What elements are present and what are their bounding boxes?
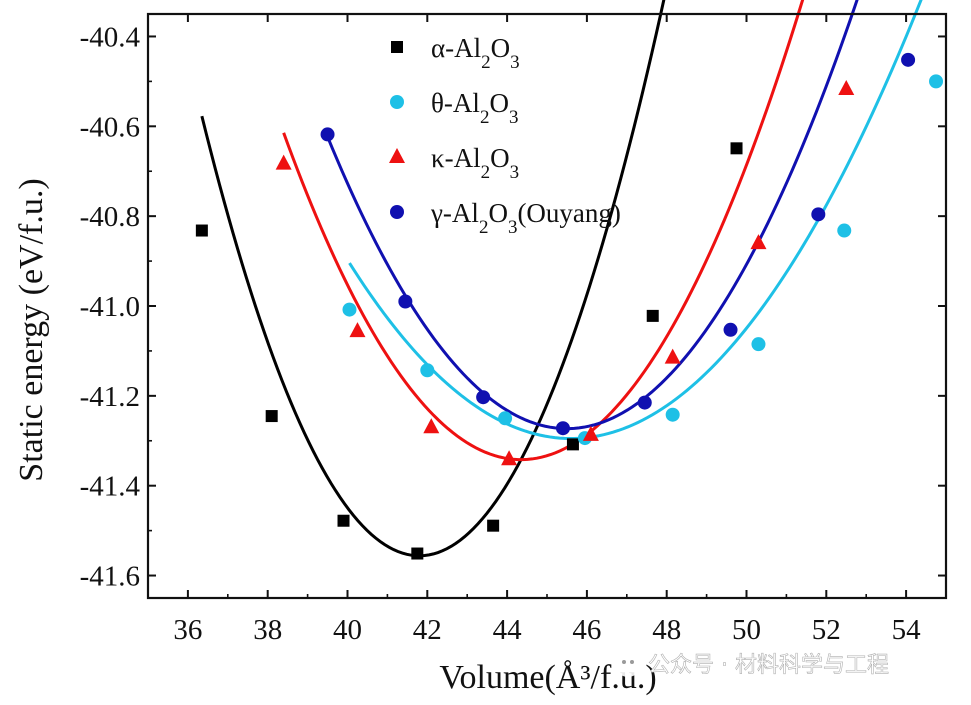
fit-curve-series-2: [282, 0, 805, 462]
y-axis-title: Static energy (eV/f.u.): [13, 178, 50, 481]
x-tick-label: 38: [253, 614, 282, 646]
data-point-series-2: [750, 234, 767, 250]
data-point-series-3: [811, 207, 826, 222]
y-tick-label: -41.6: [80, 561, 140, 593]
legend-entry-2: κ-Al2O3: [389, 143, 519, 183]
data-point-series-1: [342, 302, 357, 317]
plot-frame: [146, 12, 948, 600]
y-tick-label: -40.8: [80, 201, 140, 233]
data-point-series-0: [487, 519, 500, 532]
legend-marker-1: [390, 95, 404, 109]
x-tick-label: 48: [652, 614, 681, 646]
data-point-series-0: [730, 142, 743, 155]
x-tick-label: 54: [892, 614, 922, 646]
axes: [146, 12, 948, 600]
data-point-series-3: [637, 395, 652, 410]
data-point-series-2: [838, 80, 855, 96]
wechat-icon: [615, 651, 641, 677]
data-point-series-1: [420, 363, 435, 378]
marker-group-series-0: [195, 142, 743, 560]
legend-marker-2: [389, 148, 405, 163]
marker-group-series-2: [275, 80, 855, 466]
data-point-series-1: [665, 407, 680, 422]
legend-entry-0: α-Al2O3: [391, 33, 520, 73]
legend: α-Al2O3 θ-Al2O3 κ-Al2O3 γ-Al2O3(Ouyang): [389, 33, 621, 238]
data-point-series-3: [398, 294, 413, 309]
data-point-series-0: [646, 309, 659, 322]
data-point-series-1: [751, 337, 766, 352]
y-tick-label: -40.6: [80, 111, 140, 143]
data-point-series-2: [664, 348, 681, 364]
watermark: 公众号 · 材料科学与工程: [615, 651, 889, 678]
watermark-text: 公众号 · 材料科学与工程: [648, 653, 889, 678]
data-point-series-1: [837, 223, 852, 238]
marker-group-series-1: [342, 74, 944, 446]
marker-group-series-3: [320, 52, 916, 436]
data-point-series-2: [349, 322, 366, 338]
data-point-series-3: [476, 390, 491, 405]
data-point-series-0: [411, 547, 424, 560]
data-point-series-0: [337, 514, 350, 527]
x-tick-label: 50: [732, 614, 761, 646]
fit-curve-series-1: [348, 0, 923, 441]
y-tick-label: -40.4: [80, 21, 141, 53]
data-point-series-3: [901, 52, 916, 67]
data-point-series-3: [320, 127, 335, 142]
ticks: 36 38 40 42 44 46 48 50 52 54 -40.4 -40.6 -40.8 -41.0…: [80, 14, 947, 646]
x-tick-label: 40: [333, 614, 362, 646]
x-tick-label: 36: [173, 614, 202, 646]
x-tick-label: 46: [572, 614, 601, 646]
legend-entry-1: θ-Al2O3: [390, 88, 518, 128]
legend-label-1: θ-Al2O3: [431, 88, 518, 128]
data-point-series-2: [275, 154, 292, 170]
legend-label-0: α-Al2O3: [431, 33, 520, 73]
legend-label-3: γ-Al2O3(Ouyang): [430, 198, 621, 238]
data-point-series-2: [582, 425, 599, 441]
data-point-series-1: [929, 74, 944, 89]
y-tick-label: -41.2: [80, 381, 140, 413]
data-markers: [195, 52, 944, 560]
data-point-series-0: [566, 438, 579, 451]
data-point-series-0: [195, 224, 208, 237]
y-tick-label: -41.0: [80, 291, 140, 323]
x-tick-label: 52: [812, 614, 841, 646]
legend-marker-3: [390, 205, 404, 219]
fit-curve-series-3: [326, 0, 859, 431]
fit-curve-series-0: [200, 0, 666, 558]
y-tick-label: -41.4: [80, 471, 141, 503]
data-point-series-1: [498, 411, 513, 426]
fit-curves: [200, 0, 923, 558]
data-point-series-3: [723, 322, 738, 337]
legend-label-2: κ-Al2O3: [431, 143, 519, 183]
x-tick-label: 44: [493, 614, 523, 646]
data-point-series-2: [501, 450, 518, 466]
data-point-series-0: [265, 410, 278, 423]
data-point-series-3: [555, 421, 570, 436]
data-point-series-2: [423, 418, 440, 434]
x-tick-label: 42: [413, 614, 442, 646]
legend-entry-3: γ-Al2O3(Ouyang): [390, 198, 621, 238]
legend-marker-0: [391, 41, 403, 53]
